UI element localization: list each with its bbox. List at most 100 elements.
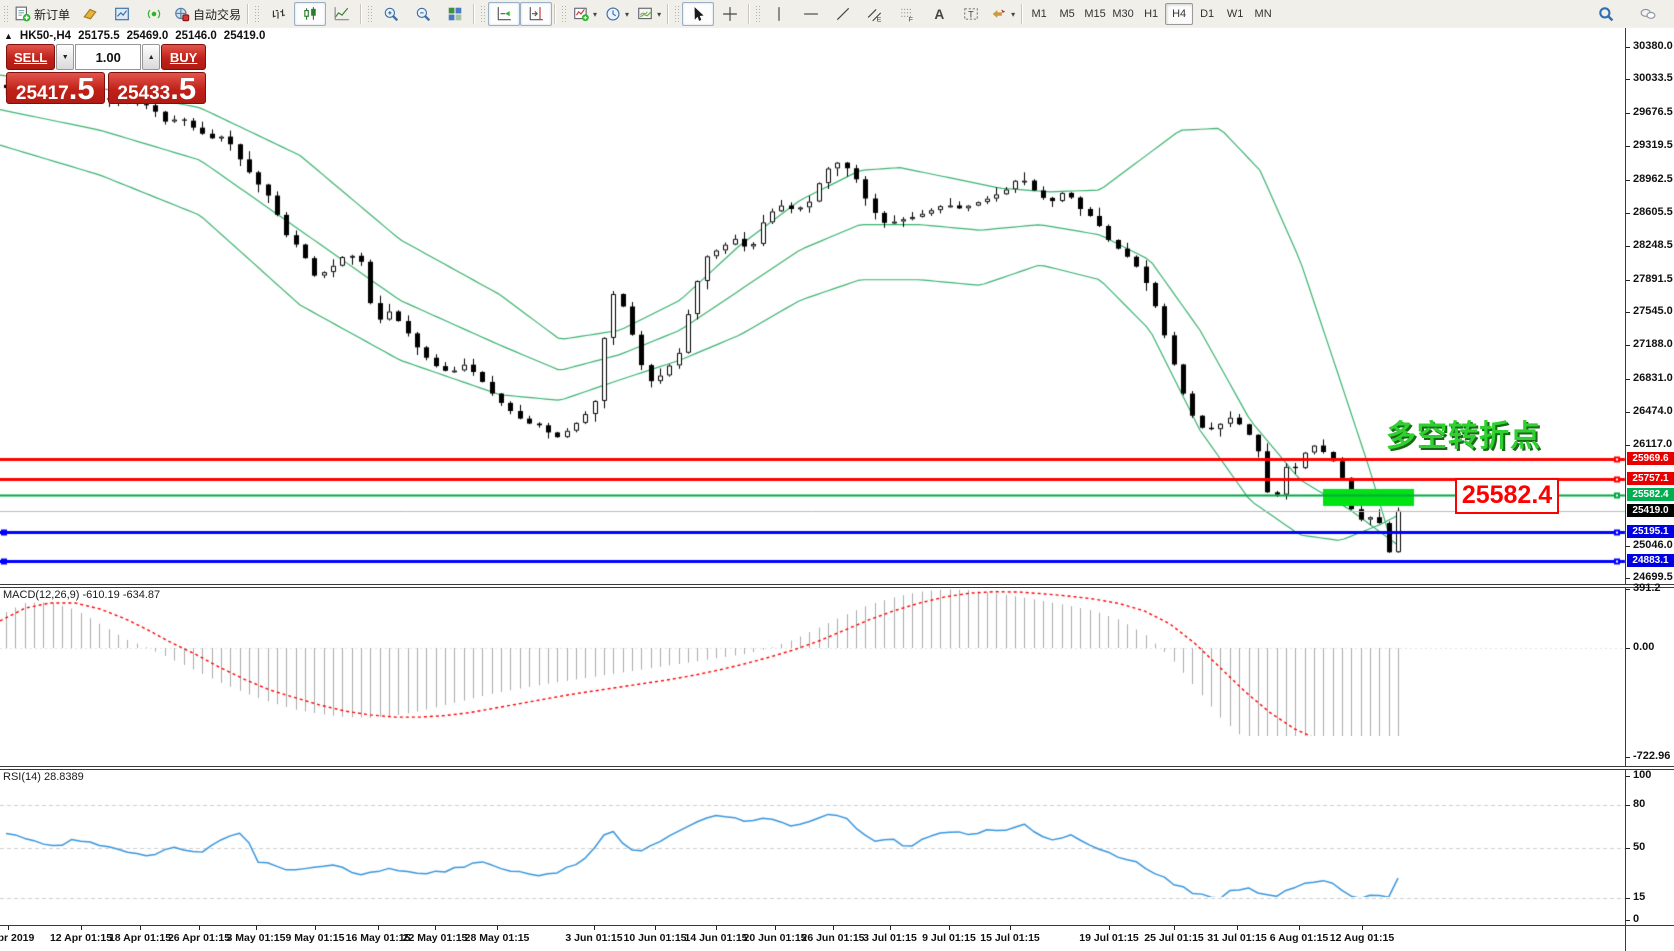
time-axis-label: 25 Jul 01:15: [1144, 932, 1204, 944]
rsi-axis-label: 0: [1633, 913, 1640, 925]
rsi-axis-label: 15: [1633, 891, 1646, 904]
price-axis-label: 28605.5: [1633, 205, 1673, 218]
price-axis-tick: [1626, 112, 1630, 114]
price-level-tag: 25419.0: [1627, 503, 1674, 517]
time-axis-tick: [1109, 926, 1110, 930]
time-axis-label: 26 Jun 01:15: [801, 932, 865, 944]
time-axis-tick: [81, 926, 82, 930]
price-axis-tick: [1626, 378, 1630, 380]
macd-axis-label: -722.96: [1633, 749, 1671, 762]
volume-decrease-button[interactable]: ▼: [56, 44, 75, 70]
time-axis-label: 28 May 01:15: [464, 932, 530, 944]
time-axis-label: 26 Apr 01:15: [167, 932, 231, 944]
price-axis-tick: [1626, 47, 1630, 48]
price-level-tag: 25969.6: [1627, 452, 1674, 466]
one-click-trading-panel: SELL ▼ ▲ BUY 25417 .5 25433 .5: [6, 44, 207, 106]
time-axis-label: 12 Aug 01:15: [1329, 932, 1395, 944]
buy-button[interactable]: BUY: [161, 44, 207, 70]
time-axis-tick: [315, 926, 316, 930]
time-axis-label: 6 Aug 01:15: [1269, 932, 1329, 944]
time-axis-tick: [256, 926, 257, 930]
time-axis-tick: [1299, 926, 1300, 930]
time-axis-tick: [775, 926, 776, 930]
ohlc-low: 25146.0: [175, 30, 217, 42]
time-axis-label: 31 Jul 01:15: [1207, 932, 1267, 944]
time-axis-tick: [199, 926, 200, 930]
time-axis-label: 16 May 01:15: [345, 932, 411, 944]
time-axis-tick: [140, 926, 141, 930]
time-axis-line: [0, 925, 1674, 926]
price-level-tag: 24883.1: [1627, 553, 1674, 567]
price-axis-tick: [1626, 79, 1630, 81]
price-axis-tick: [1626, 246, 1630, 248]
rsi-pane-splitter[interactable]: [0, 766, 1674, 770]
buy-price-pips: .5: [170, 71, 197, 106]
time-axis-tick: [1237, 926, 1238, 930]
price-axis-label: 26474.0: [1633, 405, 1673, 418]
volume-input[interactable]: [75, 44, 142, 70]
price-axis-label: 25046.0: [1633, 538, 1673, 551]
volume-increase-button[interactable]: ▲: [142, 44, 161, 70]
sell-price-main: 25417: [15, 83, 69, 104]
time-axis-label: 20 Jun 01:15: [743, 932, 807, 944]
time-axis-label: 18 Apr 01:15: [108, 932, 172, 944]
price-axis-label: 29319.5: [1633, 139, 1673, 152]
time-axis-label: 8 Apr 2019: [0, 932, 35, 944]
rsi-axis-tick: [1626, 776, 1630, 777]
rsi-indicator-label: RSI(14) 28.8389: [3, 771, 84, 783]
time-axis-tick: [1010, 926, 1011, 930]
macd-axis-label: 0.00: [1633, 641, 1655, 653]
price-axis-tick: [1626, 146, 1630, 148]
time-axis-tick: [497, 926, 498, 930]
macd-indicator-label: MACD(12,26,9) -610.19 -634.87: [3, 589, 161, 601]
sell-price-pips: .5: [68, 71, 95, 106]
ohlc-close: 25419.0: [223, 30, 266, 42]
price-axis-line: [1625, 28, 1626, 951]
chart-title: ▲ HK50-,H4 25175.5 25469.0 25146.0 25419…: [4, 30, 265, 42]
sell-button-label: SELL: [13, 49, 48, 65]
macd-pane-splitter[interactable]: [0, 584, 1674, 588]
price-axis-label: 30033.5: [1633, 72, 1673, 85]
sell-price-panel[interactable]: 25417 .5: [6, 72, 105, 104]
collapse-panel-arrow-icon[interactable]: ▲: [4, 31, 13, 41]
price-axis-label: 27891.5: [1633, 272, 1673, 285]
macd-axis-tick: [1626, 756, 1630, 758]
time-axis-label: 3 Jun 01:15: [565, 932, 623, 944]
price-axis-label: 27545.0: [1633, 305, 1673, 317]
price-axis-tick: [1626, 445, 1630, 447]
price-axis-tick: [1626, 578, 1630, 579]
time-axis-label: 3 Jul 01:15: [863, 932, 917, 944]
price-level-tag: 25757.1: [1627, 472, 1674, 486]
macd-axis-tick: [1626, 648, 1630, 649]
time-axis-tick: [435, 926, 436, 930]
time-axis-tick: [890, 926, 891, 930]
price-axis-tick: [1626, 312, 1630, 313]
time-axis-label: 22 May 01:15: [402, 932, 468, 944]
time-axis-tick: [949, 926, 950, 930]
price-callout-box[interactable]: 25582.4: [1455, 478, 1559, 514]
price-axis-tick: [1626, 545, 1630, 547]
rsi-axis-tick: [1626, 804, 1630, 806]
time-axis-tick: [655, 926, 656, 930]
rsi-axis-tick: [1626, 920, 1630, 921]
price-axis-label: 28962.5: [1633, 172, 1673, 185]
time-axis-tick: [1362, 926, 1363, 930]
chart-symbol-period: HK50-,H4: [19, 30, 72, 42]
rsi-axis-label: 50: [1633, 841, 1646, 853]
price-axis-label: 29676.5: [1633, 105, 1673, 118]
time-axis-label: 14 Jun 01:15: [684, 932, 748, 944]
rsi-axis-label: 100: [1633, 769, 1652, 781]
time-axis-label: 9 Jul 01:15: [922, 932, 976, 944]
buy-price-panel[interactable]: 25433 .5: [107, 71, 206, 106]
ohlc-high: 25469.0: [126, 30, 169, 42]
sell-button[interactable]: SELL: [6, 44, 56, 70]
price-axis-label: 28248.5: [1633, 239, 1673, 252]
rsi-axis-tick: [1626, 898, 1630, 900]
price-level-tag: 25582.4: [1627, 488, 1674, 502]
turning-point-annotation[interactable]: 多空转折点: [1386, 420, 1541, 453]
time-axis-label: 10 Jun 01:15: [623, 932, 687, 944]
time-axis-tick: [594, 926, 595, 930]
ohlc-open: 25175.5: [78, 30, 120, 42]
